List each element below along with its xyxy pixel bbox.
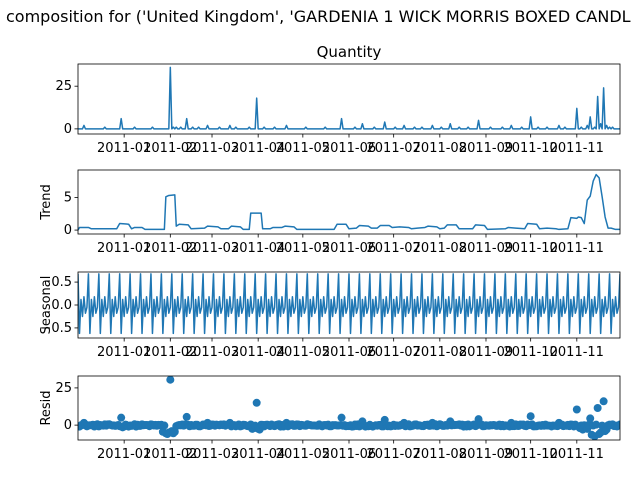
- resid-point: [337, 413, 346, 422]
- x-tick-label: 2011-06: [322, 141, 376, 156]
- x-tick-label: 2011-06: [322, 345, 376, 360]
- resid-point: [572, 405, 581, 414]
- resid-point: [166, 376, 175, 384]
- x-tick-label: 2011-03: [185, 241, 239, 256]
- x-tick-label: 2011-07: [367, 447, 421, 462]
- x-tick-label: 2011-06: [322, 241, 376, 256]
- x-tick-label: 2011-02: [143, 345, 197, 360]
- panel-data: [78, 376, 620, 440]
- x-tick-label: 2011-09: [459, 241, 513, 256]
- y-tick-label: 0.0: [51, 298, 72, 313]
- x-tick-label: 2011-11: [550, 141, 604, 156]
- x-tick-label: 2011-10: [503, 141, 557, 156]
- x-tick-label: 2011-05: [276, 345, 330, 360]
- y-axis-label: Trend: [39, 184, 54, 221]
- x-tick-label: 2011-05: [276, 447, 330, 462]
- x-tick-label: 2011-08: [413, 345, 467, 360]
- x-tick-label: 2011-03: [185, 141, 239, 156]
- resid-point: [117, 413, 126, 422]
- x-tick-label: 2011-01: [97, 141, 151, 156]
- x-tick-label: 2011-09: [459, 345, 513, 360]
- x-tick-label: 2011-10: [503, 447, 557, 462]
- x-tick-label: 2011-06: [322, 447, 376, 462]
- panel-4: 0252011-012011-022011-032011-042011-0520…: [39, 375, 621, 462]
- x-tick-label: 2011-10: [503, 345, 557, 360]
- resid-point: [252, 398, 261, 407]
- x-tick-label: 2011-07: [367, 241, 421, 256]
- x-tick-label: 2011-04: [231, 447, 285, 462]
- panel-2: 052011-012011-022011-032011-042011-05201…: [39, 169, 621, 256]
- x-tick-label: 2011-04: [231, 141, 285, 156]
- panel-data: [78, 273, 620, 335]
- y-axis-label: Resid: [39, 390, 54, 425]
- resid-point: [593, 404, 602, 412]
- panels: 0252011-012011-022011-032011-042011-0520…: [39, 43, 621, 462]
- x-tick-label: 2011-11: [550, 241, 604, 256]
- x-tick-label: 2011-11: [550, 447, 604, 462]
- seasonal-series-line: [78, 273, 620, 335]
- x-tick-label: 2011-09: [459, 141, 513, 156]
- x-tick-label: 2011-07: [367, 345, 421, 360]
- y-tick-label: 0: [64, 122, 72, 137]
- panel-data: [78, 66, 620, 130]
- x-tick-label: 2011-01: [97, 447, 151, 462]
- resid-point: [586, 414, 595, 423]
- y-tick-label: −0.5: [40, 321, 72, 336]
- resid-point: [592, 420, 601, 429]
- x-tick-label: 2011-02: [143, 141, 197, 156]
- x-tick-label: 2011-08: [413, 447, 467, 462]
- x-tick-label: 2011-02: [143, 241, 197, 256]
- y-tick-label: 0.5: [51, 275, 72, 290]
- x-tick-label: 2011-08: [413, 241, 467, 256]
- x-tick-label: 2011-05: [276, 241, 330, 256]
- trend-series-line: [78, 173, 620, 231]
- x-tick-label: 2011-08: [413, 141, 467, 156]
- resid-point: [599, 397, 608, 406]
- x-tick-label: 2011-03: [185, 345, 239, 360]
- x-tick-label: 2011-10: [503, 241, 557, 256]
- x-tick-label: 2011-05: [276, 141, 330, 156]
- panel-data: [78, 173, 620, 231]
- panel-3: −0.50.00.52011-012011-022011-032011-0420…: [39, 271, 621, 360]
- x-tick-label: 2011-04: [231, 241, 285, 256]
- quantity-series-line: [78, 66, 620, 130]
- resid-point: [182, 412, 191, 421]
- figure-suptitle: composition for ('United Kingdom', 'GARD…: [6, 7, 631, 26]
- y-axis-label: Seasonal: [39, 276, 54, 335]
- x-tick-label: 2011-03: [185, 447, 239, 462]
- resid-point: [526, 412, 535, 421]
- y-tick-label: 5: [64, 190, 72, 205]
- y-tick-label: 25: [55, 79, 72, 94]
- resid-point: [616, 420, 620, 429]
- x-tick-label: 2011-09: [459, 447, 513, 462]
- y-tick-label: 25: [55, 381, 72, 396]
- y-tick-label: 0: [64, 418, 72, 433]
- x-tick-label: 2011-11: [550, 345, 604, 360]
- panel-title: Quantity: [317, 43, 382, 61]
- panel-1: 0252011-012011-022011-032011-042011-0520…: [55, 43, 621, 156]
- x-tick-label: 2011-01: [97, 241, 151, 256]
- x-tick-label: 2011-04: [231, 345, 285, 360]
- y-tick-label: 0: [64, 223, 72, 238]
- x-tick-label: 2011-01: [97, 345, 151, 360]
- x-tick-label: 2011-02: [143, 447, 197, 462]
- x-tick-label: 2011-07: [367, 141, 421, 156]
- resid-point: [160, 421, 169, 430]
